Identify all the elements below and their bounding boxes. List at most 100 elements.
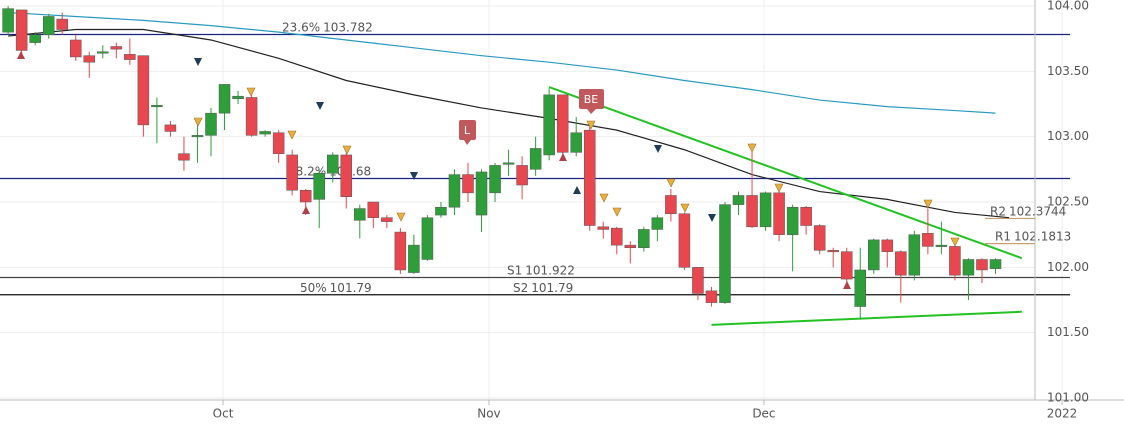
candle-body xyxy=(665,195,677,215)
candle-body xyxy=(408,244,420,273)
candle-body xyxy=(56,18,68,30)
candle-body xyxy=(151,105,163,108)
candle-body xyxy=(69,39,82,58)
level-name: R2 xyxy=(990,204,1006,218)
candle-body xyxy=(164,124,177,132)
candle-body xyxy=(354,208,366,221)
candle-body xyxy=(218,84,231,114)
candle-body xyxy=(678,213,691,268)
candle-body xyxy=(178,153,190,161)
candle-body xyxy=(2,8,14,33)
x-tick-label: Nov xyxy=(477,407,500,421)
candle-body xyxy=(299,189,312,203)
candle-body xyxy=(475,171,488,216)
candle-body xyxy=(42,16,55,36)
candle-body xyxy=(868,239,880,271)
candle-body xyxy=(29,34,41,43)
level-name: 23.6% xyxy=(282,20,320,34)
candle-body xyxy=(908,234,921,276)
y-tick-label: 103.50 xyxy=(1047,64,1089,78)
candle-body xyxy=(462,174,474,194)
candle-body xyxy=(746,195,758,228)
x-tick-label: 2022 xyxy=(1047,407,1078,421)
candle-body xyxy=(583,129,596,226)
line-series xyxy=(548,86,1023,260)
candle-body xyxy=(624,244,637,248)
candle-body xyxy=(326,154,339,174)
candle-body xyxy=(191,135,204,138)
lines xyxy=(8,11,1023,326)
candle-body xyxy=(394,231,407,271)
grid xyxy=(0,0,1063,400)
candle-body xyxy=(286,154,298,191)
candle-body xyxy=(976,259,988,271)
candle-body xyxy=(570,132,582,153)
candle-body xyxy=(502,162,515,165)
level-name: S2 xyxy=(513,280,528,294)
candle-body xyxy=(124,54,136,60)
y-tick-label: 103.00 xyxy=(1047,129,1089,143)
annotation: BE xyxy=(584,93,599,106)
candle-body xyxy=(15,9,28,51)
x-tick-label: Oct xyxy=(213,407,234,421)
candle-body xyxy=(421,217,434,260)
candle-body xyxy=(719,204,731,303)
candles xyxy=(2,6,1002,320)
candle-body xyxy=(800,206,812,226)
annotation: L xyxy=(464,124,471,137)
candle-body xyxy=(935,244,948,247)
candle-body xyxy=(611,227,623,246)
level-value: 103.782 xyxy=(323,20,373,34)
level-name: S1 xyxy=(507,263,522,277)
candle-body xyxy=(435,206,447,216)
level-label: R1 102.1813 xyxy=(995,229,1071,243)
candle-body xyxy=(827,250,839,253)
candle-body xyxy=(638,229,650,248)
candle-body xyxy=(692,267,704,294)
axes: 101.00 101.50 102.00 102.50 103.00 103.50 104.… xyxy=(213,0,1089,421)
candle-body xyxy=(313,173,325,200)
level-value: 101.922 xyxy=(525,263,575,277)
candle-body xyxy=(232,95,244,100)
y-tick-label: 101.00 xyxy=(1047,391,1089,405)
candle-body xyxy=(516,165,528,186)
candle-body xyxy=(962,259,975,276)
candle-body xyxy=(448,174,461,208)
candle-body xyxy=(367,201,380,218)
level-label: S1 101.922 xyxy=(507,263,575,277)
candle-body xyxy=(854,269,866,307)
candle-body xyxy=(732,195,745,205)
candle-body xyxy=(97,51,109,54)
level-name: 50% xyxy=(300,280,327,294)
candle-body xyxy=(543,94,555,156)
candle-body xyxy=(840,251,853,280)
candle-body xyxy=(205,112,217,136)
candle-body xyxy=(949,246,961,276)
level-label: R2 102.3744 xyxy=(990,204,1066,218)
level-name: R1 xyxy=(995,229,1011,243)
candle-body xyxy=(773,192,785,235)
candle-body xyxy=(381,217,393,222)
candle-body xyxy=(340,154,353,198)
candle-body xyxy=(245,97,258,136)
candle-body xyxy=(110,46,123,50)
line-series xyxy=(8,11,996,114)
level-value: 101.79 xyxy=(531,280,573,294)
candle-body xyxy=(881,239,894,252)
y-tick-label: 102.50 xyxy=(1047,195,1089,209)
candle-body xyxy=(489,165,501,194)
candle-body xyxy=(556,94,569,153)
candle-body xyxy=(597,226,610,230)
line-series xyxy=(8,28,1010,219)
candle-body xyxy=(989,259,1002,269)
candle-body xyxy=(529,148,542,170)
candle-body xyxy=(137,55,150,126)
candle-body xyxy=(759,192,772,228)
candle-body xyxy=(895,251,907,276)
y-tick-label: 104.00 xyxy=(1047,0,1089,13)
level-value: 102.1813 xyxy=(1014,229,1071,243)
candle-body xyxy=(83,55,96,63)
line-series xyxy=(711,310,1022,326)
candle-body xyxy=(813,225,826,251)
